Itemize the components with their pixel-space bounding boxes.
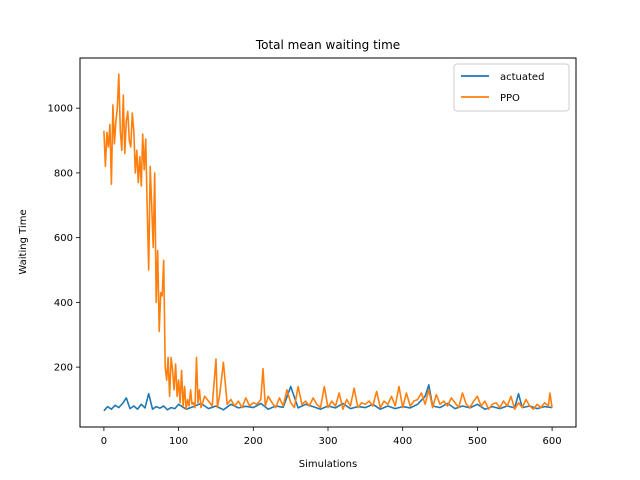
x-tick-label: 200 [244, 436, 263, 447]
x-axis: 0 100 200 300 400 500 600 [101, 427, 562, 447]
y-tick-label: 200 [54, 363, 73, 374]
x-tick-label: 100 [169, 436, 188, 447]
x-tick-label: 0 [101, 436, 107, 447]
legend-label-ppo: PPO [500, 93, 520, 104]
x-tick-label: 600 [543, 436, 562, 447]
legend-label-actuated: actuated [500, 72, 544, 83]
x-tick-label: 300 [318, 436, 337, 447]
chart-title: Total mean waiting time [255, 38, 400, 52]
y-tick-label: 800 [54, 168, 73, 179]
x-tick-label: 500 [468, 436, 487, 447]
series-layer [103, 73, 553, 412]
y-axis: 200 400 600 800 1000 [48, 104, 80, 374]
x-axis-label: Simulations [299, 459, 357, 470]
y-tick-label: 400 [54, 298, 73, 309]
y-axis-label: Waiting Time [18, 209, 29, 274]
plot-area [103, 73, 553, 412]
y-tick-label: 1000 [48, 104, 73, 115]
series-line-ppo [103, 73, 553, 411]
x-tick-label: 400 [393, 436, 412, 447]
y-tick-label: 600 [54, 233, 73, 244]
legend: actuated PPO [453, 63, 570, 112]
